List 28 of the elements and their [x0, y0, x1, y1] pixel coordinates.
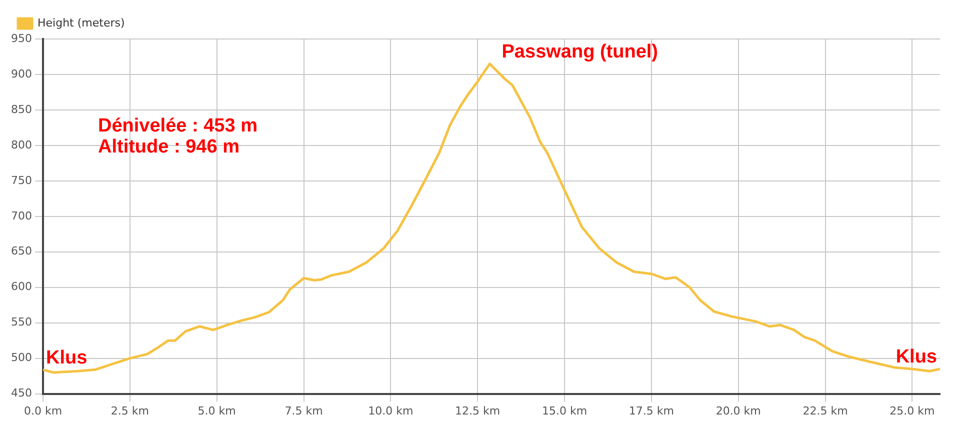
annotation: Klus — [896, 346, 938, 368]
y-tick-label: 500 — [10, 351, 32, 364]
x-tick-label: 20.0 km — [716, 404, 761, 418]
x-tick-label: 2.5 km — [110, 404, 149, 418]
legend-label: Height (meters) — [38, 16, 125, 30]
y-tick-label: 700 — [10, 209, 32, 222]
x-tick-label: 0.0 km — [24, 404, 62, 418]
y-tick-label: 450 — [10, 386, 32, 400]
y-tick-label: 800 — [10, 138, 32, 152]
x-tick-label: 25.0 km — [890, 404, 935, 418]
annotation: Passwang (tunel) — [502, 42, 658, 63]
y-tick-label: 600 — [10, 280, 32, 294]
y-tick-label: 550 — [10, 316, 32, 329]
x-tick-label: 22.5 km — [802, 404, 848, 418]
annotation: Altitude : 946 m — [98, 136, 240, 158]
y-tick-label: 850 — [10, 102, 32, 116]
y-tick-label: 950 — [10, 32, 32, 45]
x-tick-label: 12.5 km — [455, 404, 500, 418]
x-tick-label: 17.5 km — [628, 404, 674, 418]
x-tick-label: 10.0 km — [368, 404, 414, 418]
y-tick-label: 650 — [10, 244, 32, 258]
y-tick-label: 750 — [10, 174, 32, 187]
x-tick-label: 5.0 km — [198, 404, 236, 418]
annotation: Dénivelée : 453 m — [98, 116, 258, 137]
x-tick-label: 15.0 km — [542, 404, 588, 418]
annotation: Klus — [46, 347, 88, 368]
y-tick-label: 900 — [10, 67, 32, 80]
x-tick-label: 7.5 km — [284, 404, 323, 418]
